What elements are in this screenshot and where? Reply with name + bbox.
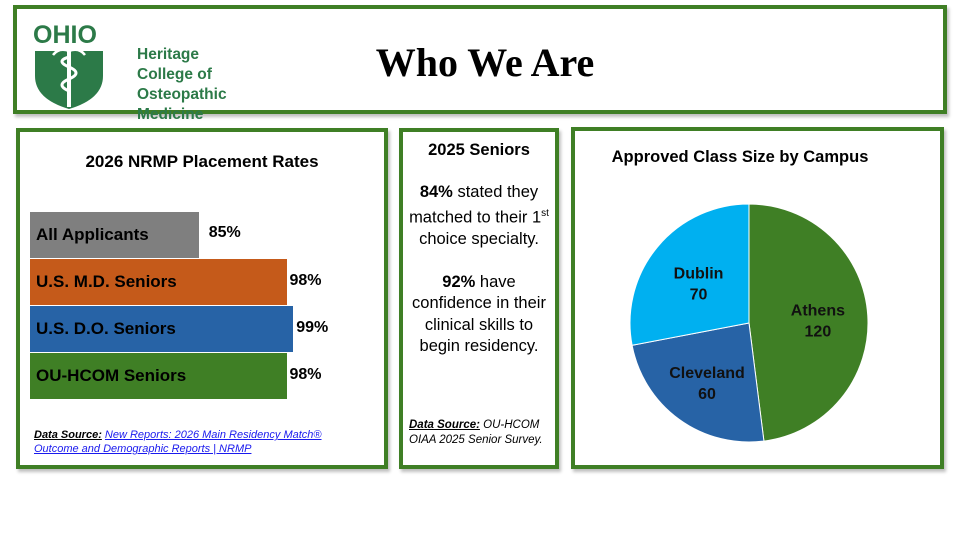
nrmp-bar-value: 98% <box>289 366 322 383</box>
pie-slice-cleveland <box>631 322 765 443</box>
seniors-stat-matched: 84% stated they matched to their 1st cho… <box>409 182 549 249</box>
nrmp-bar: U.S. D.O. Seniors <box>30 306 294 352</box>
seniors-stat-confidence: 92% have confidence in their clinical sk… <box>412 272 546 356</box>
pie-slice-value: 70 <box>690 286 708 303</box>
nrmp-chart-title: 2026 NRMP Placement Rates <box>85 152 319 171</box>
class-size-panel: Approved Class Size by Campus Athens 120 C… <box>571 127 944 469</box>
nrmp-bar-value: 98% <box>289 272 322 289</box>
class-size-pie-chart: Athens 120 Cleveland 60 Dublin 70 <box>629 203 869 443</box>
nrmp-panel: 2026 NRMP Placement Rates All Applicants… <box>16 128 388 469</box>
pie-slice-label: Cleveland <box>669 365 745 382</box>
seniors-data-source: Data Source: OU-HCOM OIAA 2025 Senior Su… <box>409 419 543 446</box>
nrmp-source-link[interactable]: New Reports: 2026 Main Residency Match® … <box>34 429 322 455</box>
nrmp-data-source: Data Source: New Reports: 2026 Main Resi… <box>34 428 364 456</box>
nrmp-bar-label: All Applicants <box>36 225 149 244</box>
ohio-shield-icon: OHIO <box>33 21 103 109</box>
nrmp-bar-value: 85% <box>208 224 241 241</box>
class-size-title: Approved Class Size by Campus <box>611 148 869 166</box>
seniors-panel: 2025 Seniors 84% stated they matched to … <box>399 128 559 469</box>
logo-text: Heritage College of Osteopathic Medicine <box>137 46 227 123</box>
nrmp-source-label: Data Source: <box>34 429 102 441</box>
nrmp-bar-label: U.S. D.O. Seniors <box>36 319 176 338</box>
pie-slice-value: 60 <box>698 386 716 403</box>
nrmp-bar: OU-HCOM Seniors <box>30 353 287 399</box>
nrmp-bar: All Applicants <box>30 212 199 258</box>
page-title: Who We Are <box>375 40 595 85</box>
pie-slice-value: 120 <box>805 324 832 341</box>
pie-slice-label: Athens <box>791 303 845 320</box>
ohio-heritage-logo: OHIO Heritage College of Osteopathic Med… <box>33 21 227 123</box>
pie-slice-dublin <box>629 203 750 346</box>
stat-confidence-value: 92% <box>442 272 476 291</box>
pie-slice-athens <box>748 203 869 442</box>
nrmp-bar-label: U.S. M.D. Seniors <box>36 272 177 291</box>
svg-text:OHIO: OHIO <box>33 21 97 49</box>
stat-matched-value: 84% <box>419 182 453 201</box>
nrmp-bar-value: 99% <box>296 319 329 336</box>
nrmp-bar-label: OU-HCOM Seniors <box>36 366 187 385</box>
seniors-source-label: Data Source: <box>409 419 480 431</box>
pie-slice-label: Dublin <box>674 265 724 282</box>
header-panel: OHIO Heritage College of Osteopathic Med… <box>13 5 947 123</box>
seniors-title: 2025 Seniors <box>428 141 530 159</box>
nrmp-bar: U.S. M.D. Seniors <box>30 259 287 305</box>
